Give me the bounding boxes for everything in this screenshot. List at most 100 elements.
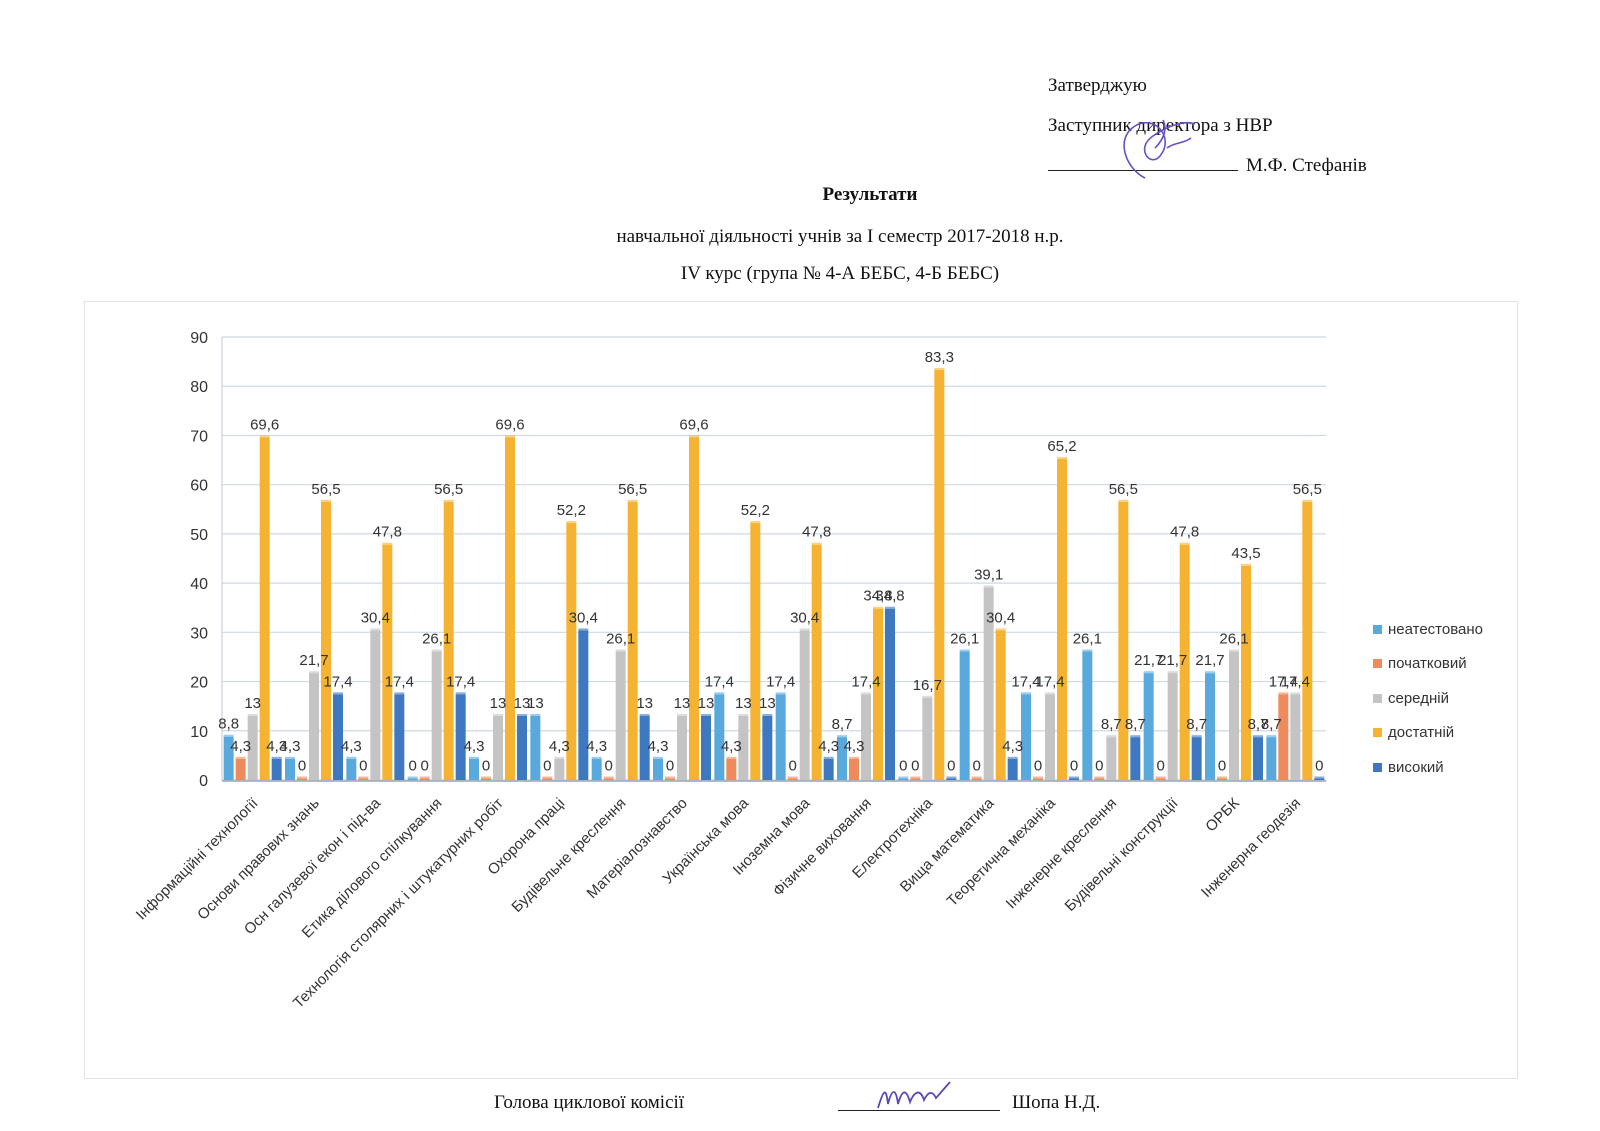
bar xyxy=(689,437,699,780)
bar xyxy=(750,523,761,780)
legend-label: середній xyxy=(1388,689,1449,707)
bar xyxy=(1130,737,1141,780)
data-label: 56,5 xyxy=(1109,481,1138,498)
bar-top xyxy=(1191,735,1202,738)
bar xyxy=(1314,778,1325,780)
y-tick-label: 70 xyxy=(190,428,208,445)
bar xyxy=(309,673,319,780)
data-label: 21,7 xyxy=(1158,652,1187,669)
data-label: 16,7 xyxy=(913,677,942,694)
document-title: Результати xyxy=(822,184,918,205)
legend-swatch xyxy=(1373,728,1382,738)
bar xyxy=(285,758,295,780)
bar xyxy=(775,694,786,780)
bar xyxy=(382,544,393,780)
bar xyxy=(946,778,957,780)
data-label: 8,7 xyxy=(1261,716,1282,733)
data-label: 21,7 xyxy=(1134,652,1163,669)
bar-top xyxy=(639,714,650,717)
bar xyxy=(1217,778,1227,780)
bar-top xyxy=(271,756,282,759)
bar xyxy=(665,778,675,780)
data-label: 4,3 xyxy=(721,738,742,755)
bar-top xyxy=(285,756,295,759)
data-label: 8,7 xyxy=(1101,716,1122,733)
bar xyxy=(677,716,687,780)
y-tick-label: 0 xyxy=(199,773,208,790)
legend-label: неатестовано xyxy=(1388,620,1483,638)
bar xyxy=(346,758,357,780)
bar-top xyxy=(1045,692,1055,695)
bar xyxy=(530,716,541,780)
data-label: 17,4 xyxy=(385,673,414,690)
y-tick-label: 90 xyxy=(190,330,208,347)
bar-top xyxy=(1205,671,1215,674)
data-label: 4,3 xyxy=(818,738,839,755)
data-label: 0 xyxy=(1070,758,1078,775)
data-label: 30,4 xyxy=(790,609,819,626)
data-label: 52,2 xyxy=(741,502,770,519)
bar-top xyxy=(566,521,577,524)
footer-role: Голова циклової комісії xyxy=(494,1092,685,1113)
x-tick-label: Інженерне креслення xyxy=(1003,795,1120,912)
bar xyxy=(934,369,945,780)
bar-top xyxy=(382,542,393,545)
bar xyxy=(861,694,871,780)
data-label: 56,5 xyxy=(618,481,647,498)
bar-top xyxy=(775,692,786,695)
bar-top xyxy=(873,606,883,609)
data-label: 0 xyxy=(972,758,980,775)
bar-top xyxy=(1007,756,1018,759)
data-label: 8,8 xyxy=(218,716,239,733)
bar-top xyxy=(469,756,479,759)
bar xyxy=(1302,501,1313,780)
data-label: 4,3 xyxy=(341,738,362,755)
bar xyxy=(431,651,442,780)
bar-top xyxy=(1253,735,1263,738)
bar xyxy=(394,694,405,780)
bar-top xyxy=(578,628,589,631)
data-label: 39,1 xyxy=(974,567,1003,584)
data-label: 8,7 xyxy=(1248,716,1269,733)
bar-top xyxy=(922,695,933,698)
bar-top xyxy=(247,714,258,717)
data-label: 13 xyxy=(636,695,653,712)
data-label: 4,3 xyxy=(648,738,669,755)
y-tick-label: 20 xyxy=(190,675,208,692)
data-label: 4,3 xyxy=(230,738,251,755)
bar-top xyxy=(1094,776,1105,779)
bar-top xyxy=(898,776,909,779)
data-label: 21,7 xyxy=(299,652,328,669)
y-tick-label: 30 xyxy=(190,625,208,642)
bar xyxy=(627,501,638,780)
bar-top xyxy=(346,756,357,759)
data-label: 17,4 xyxy=(446,673,475,690)
data-label: 56,5 xyxy=(434,481,463,498)
bar xyxy=(971,778,982,780)
data-label: 0 xyxy=(1315,758,1323,775)
bar-top xyxy=(849,756,859,759)
bar-top xyxy=(837,735,847,738)
bar-top xyxy=(443,499,454,502)
bar-top xyxy=(1106,735,1117,738)
bar xyxy=(223,736,234,780)
data-label: 17,4 xyxy=(1035,673,1064,690)
x-tick-label: ОРБК xyxy=(1202,795,1243,836)
bar-top xyxy=(689,435,699,438)
data-label: 4,3 xyxy=(844,738,865,755)
bar-top xyxy=(235,756,246,759)
data-label: 52,2 xyxy=(557,502,586,519)
bar xyxy=(811,544,822,780)
data-label: 17,4 xyxy=(323,673,352,690)
data-label: 0 xyxy=(911,758,919,775)
data-label: 8,7 xyxy=(1125,716,1146,733)
bar xyxy=(615,651,626,780)
data-label: 26,1 xyxy=(950,631,979,648)
bar-top xyxy=(701,714,711,717)
bar xyxy=(1290,694,1301,780)
bar xyxy=(443,501,454,780)
bar-top xyxy=(946,776,957,779)
bar-top xyxy=(1266,735,1277,738)
bar-top xyxy=(455,692,466,695)
legend-item: початковий xyxy=(1373,647,1483,682)
